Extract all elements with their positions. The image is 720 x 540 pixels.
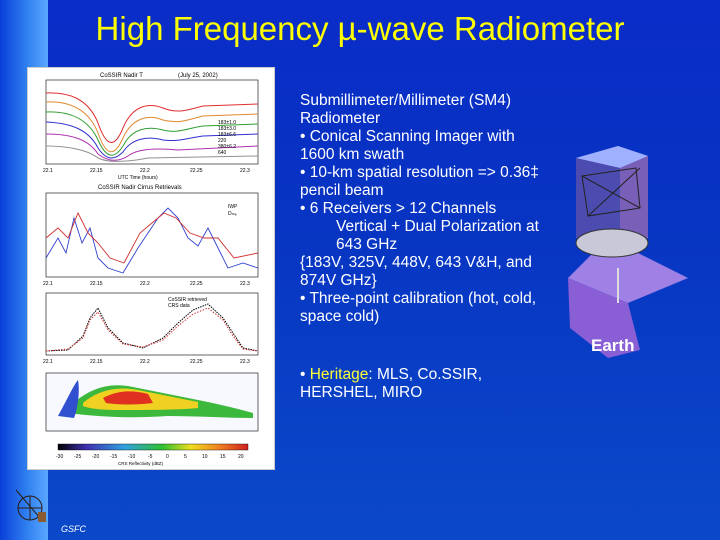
p2-xtick-2: 22.2 <box>140 281 150 287</box>
p1-xtick-4: 22.3 <box>240 168 250 174</box>
cbar-tick-1: -25 <box>74 454 81 460</box>
panel1-line-1 <box>45 92 259 143</box>
text-line-2: • Conical Scanning Imager with 1600 km s… <box>300 128 515 163</box>
cbar-label: CRS Reflectivity (dBZ) <box>118 461 164 466</box>
instrument-strut-1 <box>587 167 641 217</box>
cbar-tick-5: -5 <box>148 454 153 460</box>
p2-xtick-4: 22.3 <box>240 281 250 287</box>
panel1-line-6 <box>45 145 259 162</box>
panel1-line-2 <box>45 101 259 153</box>
text-line-3: • 10-km spatial resolution => 0.36‡ penc… <box>300 164 539 199</box>
panel1-line-4 <box>45 121 259 159</box>
logo-antenna <box>38 512 46 522</box>
p2-xtick-1: 22.15 <box>90 281 103 287</box>
panel1-legend-3: 220 <box>218 138 227 144</box>
cbar-tick-9: 15 <box>220 454 226 460</box>
panel4-region-red <box>103 391 153 405</box>
p1-xlabel: UTC Time (hours) <box>118 175 158 181</box>
panel3-frame <box>45 292 259 356</box>
p2-xtick-0: 22.1 <box>43 281 53 287</box>
p1-xtick-0: 22.1 <box>43 168 53 174</box>
heritage-bullet: • <box>300 366 310 383</box>
cbar-tick-10: 20 <box>238 454 244 460</box>
panel3-line-crs <box>45 307 259 352</box>
panel2-frame <box>45 192 259 278</box>
cbar-tick-3: -15 <box>110 454 117 460</box>
p1-xtick-1: 22.15 <box>90 168 103 174</box>
panel4-colorbar <box>57 443 249 451</box>
cossir-figure: CoSSIR Nadir T (July 25, 2002) 183±1.0 1… <box>27 67 275 470</box>
panel1-line-3 <box>45 111 259 156</box>
p3-xtick-2: 22.2 <box>140 359 150 365</box>
p2-xtick-3: 22.25 <box>190 281 203 287</box>
cbar-tick-0: -30 <box>56 454 63 460</box>
p1-xtick-3: 22.25 <box>190 168 203 174</box>
text-line-heritage: • Heritage: MLS, Co.SSIR, HERSHEL, MIRO <box>300 366 550 402</box>
instrument-top <box>576 146 648 168</box>
panel1-title: CoSSIR Nadir T <box>100 73 143 79</box>
cbar-tick-4: -10 <box>128 454 135 460</box>
panel1-date: (July 25, 2002) <box>178 73 218 79</box>
panel3-legend-1: CRS data <box>168 303 190 309</box>
cbar-tick-2: -20 <box>92 454 99 460</box>
slide-title: High Frequency µ-wave Radiometer <box>95 10 625 47</box>
cbar-tick-8: 10 <box>202 454 208 460</box>
panel2-legend-0: IWP <box>228 204 238 210</box>
panel3-legend-0: CoSSIR retrieved <box>168 297 207 303</box>
panel1-legend-5: 640 <box>218 150 227 156</box>
description-text: Submillimeter/Millimeter (SM4) Radiomete… <box>300 92 550 402</box>
heritage-rest: : MLS, Co.SSIR, HERSHEL, MIRO <box>300 366 483 401</box>
p3-xtick-3: 22.25 <box>190 359 203 365</box>
instrument-illustration <box>568 146 688 358</box>
text-line-4: • 6 Receivers > 12 Channels <box>300 200 497 217</box>
panel1-legend-0: 183±1.0 <box>218 120 236 126</box>
text-line-1: Submillimeter/Millimeter (SM4) Radiomete… <box>300 92 511 127</box>
beam-ray <box>568 278 640 358</box>
panel2-title: CoSSIR Nadir Cirrus Retrievals <box>98 185 182 191</box>
gsfc-logo-graphic <box>15 489 46 522</box>
panel4-region-blue <box>58 380 79 418</box>
text-line-5: Vertical + Dual Polarization at 643 GHz <box>336 218 539 253</box>
panel1-legend-1: 183±3.0 <box>218 126 236 132</box>
cbar-tick-6: 0 <box>166 454 169 460</box>
panel2-legend-1: Dₘₑ <box>228 211 237 217</box>
cbar-tick-7: 5 <box>184 454 187 460</box>
earth-label: Earth <box>591 336 635 355</box>
gsfc-logo-text: GSFC <box>61 524 87 534</box>
text-line-7: • Three-point calibration (hot, cold, sp… <box>300 290 537 325</box>
instrument-strut-2 <box>581 175 641 209</box>
text-line-6: {183V, 325V, 448V, 643 V&H, and 874V GHz… <box>300 254 532 289</box>
p1-xtick-2: 22.2 <box>140 168 150 174</box>
panel3-line-retrieved <box>45 303 259 352</box>
p3-xtick-0: 22.1 <box>43 359 53 365</box>
panel1-legend-4: 380±6.2 <box>218 144 236 150</box>
cossir-plots: CoSSIR Nadir T (July 25, 2002) 183±1.0 1… <box>43 73 259 466</box>
panel2-line-iwp <box>45 207 259 274</box>
panel2-line-dme <box>45 211 259 264</box>
heritage-label: Heritage <box>309 366 369 383</box>
p3-xtick-4: 22.3 <box>240 359 250 365</box>
instrument-base <box>575 228 649 258</box>
panel1-line-5 <box>45 133 259 161</box>
p3-xtick-1: 22.15 <box>90 359 103 365</box>
panel1-legend-2: 183±6.6 <box>218 132 236 138</box>
